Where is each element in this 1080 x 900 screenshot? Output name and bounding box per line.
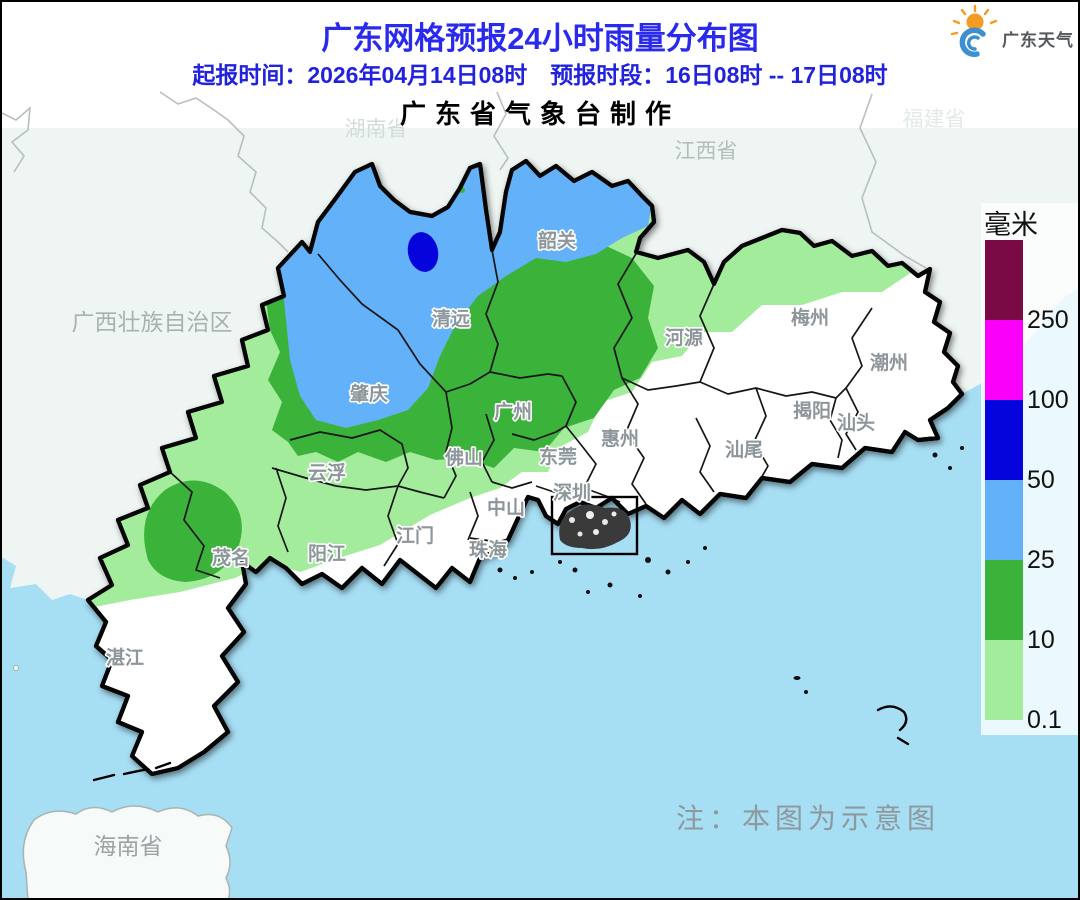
sun-icon bbox=[950, 4, 998, 36]
city-label-zhanjiang: 湛江 bbox=[106, 646, 144, 669]
hainan-island bbox=[22, 805, 233, 900]
gdweather-logo: 广东天气 bbox=[948, 4, 1074, 58]
city-label-guangzhou: 广州 bbox=[494, 400, 532, 423]
legend-swatch-10 bbox=[985, 560, 1023, 640]
city-label-shenzhen: 深圳 bbox=[553, 481, 591, 504]
legend-swatch-50 bbox=[985, 400, 1023, 480]
schematic-note: 注：本图为示意图 bbox=[676, 803, 940, 834]
legend-swatch-0p1 bbox=[985, 640, 1023, 720]
city-label-shaoguan: 韶关 bbox=[538, 229, 576, 252]
legend-panel: 毫米 250 100 50 25 10 0.1 bbox=[981, 203, 1080, 735]
city-label-shanwei: 汕尾 bbox=[725, 439, 763, 461]
label-hunan: 湖南省 bbox=[345, 118, 408, 141]
city-label-jieyang: 揭阳 bbox=[793, 399, 831, 422]
city-label-meizhou: 梅州 bbox=[791, 306, 829, 329]
typhoon-swirl-icon bbox=[959, 27, 986, 58]
page-title: 广东网格预报24小时雨量分布图 bbox=[321, 21, 759, 56]
label-guangxi: 广西壮族自治区 bbox=[72, 309, 233, 335]
sea bbox=[0, 288, 1080, 900]
city-label-foshan: 佛山 bbox=[444, 446, 483, 469]
legend-value-0p1: 0.1 bbox=[1027, 706, 1062, 734]
forecast-time-subtitle: 起报时间：2026年04月14日08时 预报时段：16日08时 -- 17日08… bbox=[192, 62, 888, 88]
neighbor-borders bbox=[0, 91, 927, 269]
rain-region-dark-blue bbox=[407, 232, 439, 272]
legend-swatch-100 bbox=[985, 320, 1023, 400]
city-label-yangjiang: 阳江 bbox=[308, 543, 346, 565]
legend-swatch-250 bbox=[985, 240, 1023, 320]
city-label-zhaoqing: 肇庆 bbox=[350, 382, 388, 405]
legend-value-25: 25 bbox=[1027, 546, 1055, 574]
logo-text: 广东天气 bbox=[1002, 31, 1074, 50]
legend-swatch-25 bbox=[985, 480, 1023, 560]
legend-value-50: 50 bbox=[1027, 466, 1055, 494]
city-label-qingyuan: 清远 bbox=[432, 307, 470, 330]
city-label-dongguan: 东莞 bbox=[539, 445, 577, 468]
label-jiangxi: 江西省 bbox=[675, 140, 738, 163]
producer-line: 广东省气象台制作 bbox=[399, 99, 680, 129]
city-boundaries bbox=[169, 249, 873, 579]
gdweather-logo-icon bbox=[950, 4, 998, 58]
strait-islets bbox=[92, 705, 910, 782]
hongkong-area bbox=[550, 495, 639, 556]
city-label-zhongshan: 中山 bbox=[487, 496, 525, 519]
small-island bbox=[13, 665, 19, 671]
legend-value-10: 10 bbox=[1027, 626, 1055, 654]
city-label-shantou: 汕头 bbox=[837, 412, 875, 434]
city-label-maoming: 茂名 bbox=[212, 546, 250, 569]
city-label-yunfu: 云浮 bbox=[308, 461, 346, 484]
city-label-huizhou: 惠州 bbox=[601, 428, 639, 450]
legend-unit-label: 毫米 bbox=[984, 210, 1038, 240]
city-label-zhuhai: 珠海 bbox=[469, 538, 507, 561]
city-label-heyuan: 河源 bbox=[665, 326, 703, 349]
hk-inset-box bbox=[550, 495, 639, 556]
legend-value-250: 250 bbox=[1027, 306, 1069, 334]
label-fujian: 福建省 bbox=[903, 108, 966, 131]
legend-value-100: 100 bbox=[1027, 386, 1069, 414]
city-label-chaozhou: 潮州 bbox=[870, 352, 908, 374]
city-label-jiangmen: 江门 bbox=[396, 524, 434, 547]
coastal-islands bbox=[497, 446, 964, 694]
label-hainan: 海南省 bbox=[94, 833, 163, 859]
rain-region-light-blue bbox=[280, 161, 651, 428]
